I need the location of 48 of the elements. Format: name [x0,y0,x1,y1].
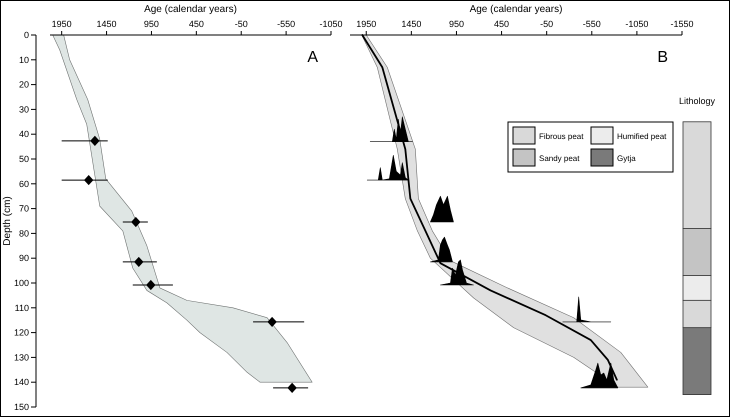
x-tick-label: 950 [448,19,464,29]
y-tick-label: 40 [18,129,29,140]
x-tick-label: -1550 [670,19,694,29]
point [146,280,156,290]
x-tick-label: 450 [188,19,204,29]
y-tick-label: 120 [14,328,29,338]
point [267,316,277,328]
x-tick-label: 1450 [401,19,422,29]
y-axis-title: Depth (cm) [2,196,13,246]
y-tick-label: 50 [18,154,29,164]
x-axis-title: Age (calendar years) [144,4,237,15]
x-tick-label: -50 [234,19,248,29]
y-tick-label: 140 [14,377,29,388]
x-tick-label: 1950 [52,19,72,29]
annotation: B [657,49,668,66]
y-tick-label: 100 [14,278,29,288]
y-tick-label: 130 [14,352,29,362]
annotation: A [307,49,318,66]
point [90,136,100,146]
y-tick-label: 80 [18,228,29,238]
x-tick-label: 1950 [356,19,376,29]
y-tick-label: 150 [14,402,29,412]
point [84,174,94,186]
point [287,382,297,393]
legend-label: Fibrous peat [539,132,584,141]
x-axis-title: Age (calendar years) [470,4,562,15]
x-tick-label: 450 [494,19,510,29]
x-tick-label: 1450 [96,19,117,29]
y-tick-label: 60 [18,178,29,189]
point [131,216,141,228]
legend-label: Gytja [617,154,636,163]
legend-label: Humified peat [617,132,668,141]
text: Lithology [678,96,716,106]
y-tick-label: 10 [18,54,29,65]
point [134,256,144,268]
x-tick-label: -550 [582,19,601,29]
y-tick-label: 70 [18,204,29,214]
y-tick-label: 90 [18,253,29,264]
y-tick-label: 20 [18,80,29,90]
y-tick-label: 110 [14,302,29,313]
x-tick-label: -50 [540,19,554,29]
x-tick-label: -1050 [319,19,343,29]
x-tick-label: -550 [277,19,296,29]
x-tick-label: -1050 [625,19,648,29]
y-tick-label: 0 [24,30,29,40]
y-tick-label: 30 [18,104,29,114]
x-tick-label: 950 [144,19,159,29]
legend-label: Sandy peat [539,154,580,163]
